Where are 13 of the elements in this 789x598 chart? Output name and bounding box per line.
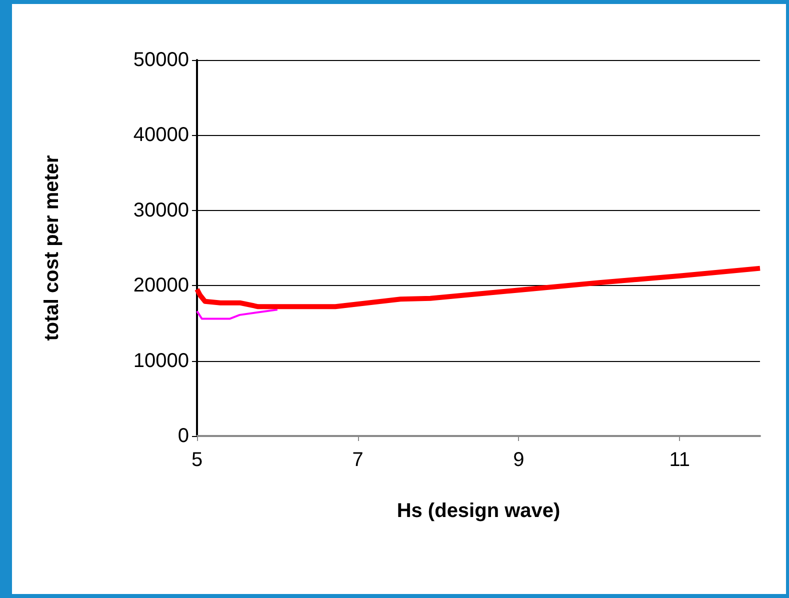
x-tick-label: 5: [191, 449, 203, 471]
x-axis-title: Hs (design wave): [396, 500, 560, 522]
x-tick-label: 11: [669, 449, 690, 471]
y-tick-label: 20000: [133, 274, 189, 297]
y-tick-label: 10000: [133, 350, 189, 372]
y-tick-label: 0: [178, 425, 189, 447]
y-tick-label: 40000: [133, 124, 189, 146]
x-tick-label: 7: [352, 449, 364, 471]
x-tick-label: 9: [513, 449, 524, 471]
y-tick-label: 30000: [133, 199, 189, 222]
y-axis-title: total cost per meter: [41, 154, 63, 341]
y-tick-label: 50000: [133, 49, 189, 71]
line-series: [196, 308, 278, 320]
